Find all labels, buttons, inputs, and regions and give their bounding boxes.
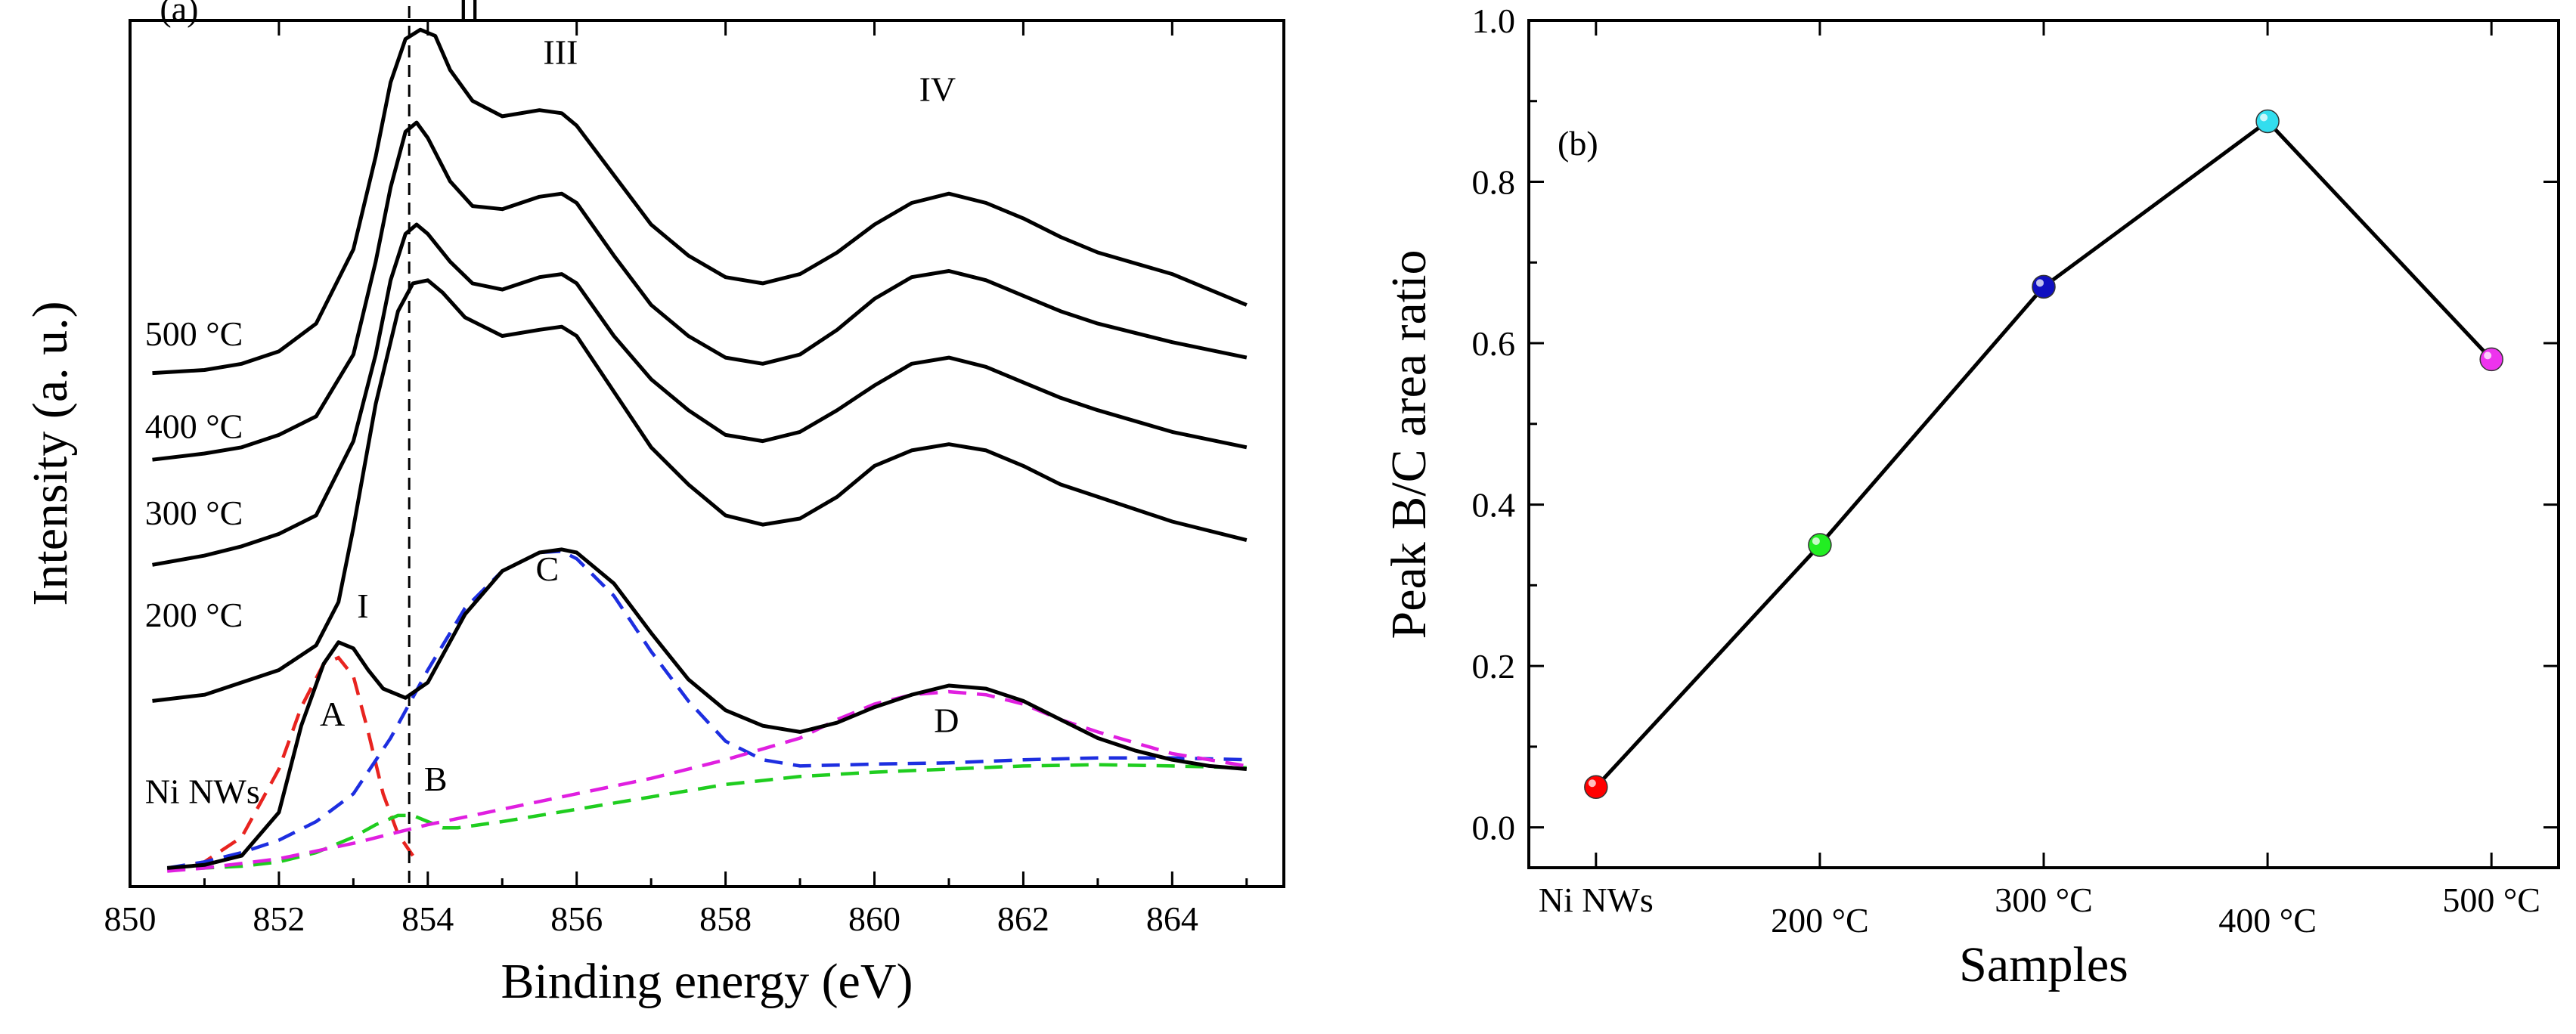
x-tick-label-850: 850 — [104, 899, 157, 938]
series-label-500-c: 500 °C — [145, 314, 243, 353]
spectrum-300-c — [152, 222, 1248, 567]
data-point-highlight — [2260, 113, 2268, 122]
x-tick-label-860: 860 — [848, 899, 901, 938]
panel-label: (b) — [1558, 124, 1598, 163]
x-axis-ticks: Ni NWs 200 °C 300 °C 400 °C 500 °C — [1539, 20, 2540, 940]
series-label-300-c: 300 °C — [145, 494, 243, 532]
x-tick-label-400-c: 400 °C — [2218, 901, 2317, 940]
annotation-ii: II — [457, 0, 481, 28]
fit-component-b — [167, 763, 1247, 871]
spectrum-ni-nws — [166, 547, 1248, 870]
series-label-ni-nws: Ni NWs — [145, 772, 260, 810]
annotation-b: B — [424, 760, 448, 798]
data-point-highlight — [2036, 279, 2044, 287]
data-point-200-c — [1808, 533, 1832, 557]
xps-spectra-panel: 850 852 854 856 858 860 862 864 Ni NWs 200 °C 300… — [23, 0, 1285, 1009]
data-point-500-c — [2479, 347, 2503, 372]
annotation-iii: III — [543, 33, 578, 71]
spectra-curves — [152, 27, 1248, 870]
data-point-400-c — [2255, 109, 2280, 134]
x-tick-label-864: 864 — [1146, 899, 1198, 938]
annotation-i: I — [357, 587, 368, 625]
annotation-d: D — [934, 701, 959, 739]
annotation-iv: IV — [919, 70, 956, 108]
ratio-line — [1594, 119, 2494, 788]
x-tick-label-854: 854 — [401, 899, 454, 938]
x-tick-label-300-c: 300 °C — [1995, 881, 2093, 919]
series-labels: Ni NWs 200 °C 300 °C 400 °C 500 °C — [145, 314, 260, 811]
ratio-points — [1584, 109, 2503, 799]
annotation-a: (a) — [160, 0, 198, 28]
x-tick-label-500-c: 500 °C — [2442, 881, 2540, 919]
y-axis-title: Intensity (a. u.) — [23, 301, 78, 605]
y-axis-title: Peak B/C area ratio — [1381, 250, 1437, 639]
x-axis-title: Samples — [1959, 937, 2128, 992]
panel-b-frame — [1527, 19, 2560, 869]
y-axis-ticks: 0.0 0.2 0.4 0.6 0.8 1.0 — [1472, 2, 2559, 847]
area-ratio-panel: 0.0 0.2 0.4 0.6 0.8 1.0 Ni NWs 200 °C 300 °C 400… — [1381, 2, 2560, 992]
x-axis-ticks: 850 852 854 856 858 860 862 864 — [104, 20, 1248, 938]
annotation-c: C — [536, 550, 560, 588]
y-tick-label: 0.2 — [1472, 647, 1516, 686]
y-tick-label: 0.4 — [1472, 486, 1516, 525]
data-point-highlight — [1812, 537, 1820, 545]
x-axis-title: Binding energy (eV) — [501, 954, 913, 1009]
series-label-200-c: 200 °C — [145, 596, 243, 634]
x-tick-label-858: 858 — [699, 899, 752, 938]
x-tick-label-200-c: 200 °C — [1771, 901, 1869, 940]
fit-component-a — [166, 655, 414, 871]
data-point-300-c — [2032, 274, 2056, 299]
fit-component-c — [166, 550, 1247, 870]
panel-a-frame — [129, 19, 1285, 888]
spectrum-400-c — [152, 120, 1248, 462]
x-tick-label-ni-nws: Ni NWs — [1539, 881, 1654, 919]
x-tick-label-852: 852 — [253, 899, 305, 938]
x-tick-label-862: 862 — [997, 899, 1049, 938]
data-point-highlight — [1588, 779, 1596, 788]
data-point-highlight — [2484, 351, 2492, 360]
annotation-a: A — [320, 695, 345, 733]
x-tick-label-856: 856 — [550, 899, 603, 938]
y-tick-label: 0.0 — [1472, 809, 1516, 847]
y-tick-label: 0.8 — [1472, 163, 1516, 202]
spectrum-200-c — [152, 278, 1248, 703]
y-tick-label: 0.6 — [1472, 324, 1516, 363]
data-point-ni-nws — [1584, 775, 1608, 799]
series-label-400-c: 400 °C — [145, 407, 243, 446]
y-tick-label: 1.0 — [1472, 2, 1516, 40]
spectrum-500-c — [152, 27, 1248, 376]
